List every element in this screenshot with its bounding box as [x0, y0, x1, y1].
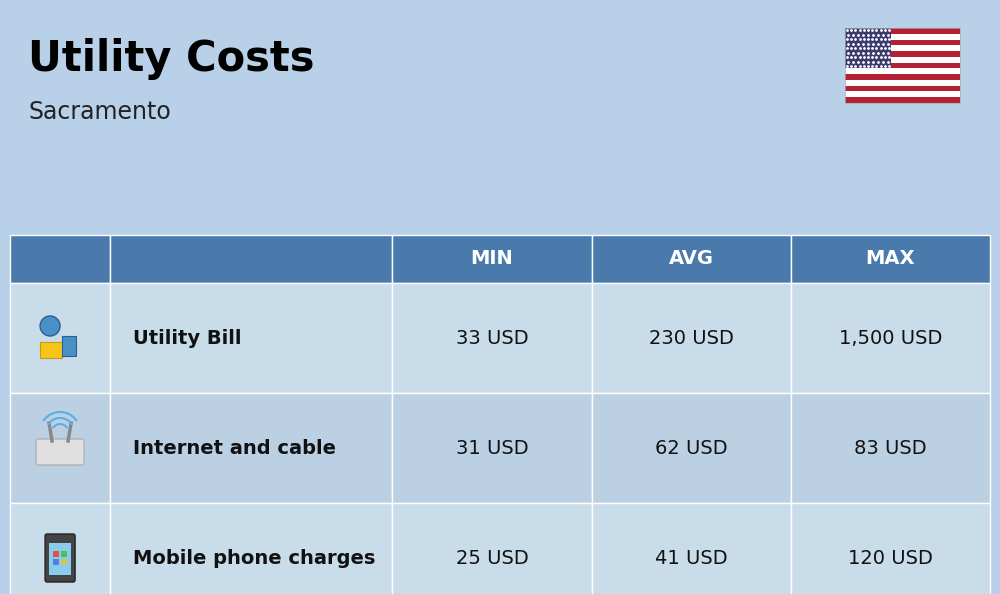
Bar [49, 543, 71, 575]
Bar [845, 68, 960, 74]
Bar [110, 283, 392, 393]
Bar [791, 235, 990, 283]
Text: Utility Bill: Utility Bill [133, 328, 241, 347]
Circle shape [40, 316, 60, 336]
Text: Mobile phone charges: Mobile phone charges [133, 548, 375, 567]
Text: MIN: MIN [471, 249, 513, 268]
Text: Internet and cable: Internet and cable [133, 438, 336, 457]
Bar [845, 34, 960, 40]
Bar [845, 74, 960, 80]
Bar [110, 235, 392, 283]
Bar [845, 97, 960, 103]
Bar [10, 283, 110, 393]
Text: 25 USD: 25 USD [456, 548, 528, 567]
Bar [392, 235, 592, 283]
Bar [791, 393, 990, 503]
Text: 31 USD: 31 USD [456, 438, 528, 457]
Bar [791, 283, 990, 393]
Bar [845, 51, 960, 57]
Bar [845, 28, 960, 34]
Text: 62 USD: 62 USD [655, 438, 727, 457]
Bar [61, 559, 67, 565]
Bar [10, 503, 110, 594]
FancyBboxPatch shape [45, 534, 75, 582]
Bar [791, 503, 990, 594]
Bar [845, 45, 960, 51]
Bar [110, 503, 392, 594]
Bar [592, 283, 791, 393]
Bar [845, 40, 960, 45]
Bar [592, 393, 791, 503]
Bar [845, 91, 960, 97]
Bar [845, 57, 960, 62]
Text: Utility Costs: Utility Costs [28, 38, 314, 80]
Bar [592, 235, 791, 283]
Bar [845, 28, 960, 103]
Bar [845, 80, 960, 86]
Bar [392, 283, 592, 393]
Bar [592, 503, 791, 594]
Bar [61, 551, 67, 557]
Bar [110, 393, 392, 503]
Bar [392, 393, 592, 503]
Bar [10, 235, 110, 283]
Text: 1,500 USD: 1,500 USD [839, 328, 942, 347]
Text: Sacramento: Sacramento [28, 100, 171, 124]
Bar [40, 342, 62, 358]
Bar [392, 503, 592, 594]
Bar [845, 28, 891, 68]
Bar [62, 336, 76, 356]
Bar [10, 393, 110, 503]
Text: 33 USD: 33 USD [456, 328, 528, 347]
Bar [845, 86, 960, 91]
Text: MAX: MAX [866, 249, 915, 268]
Text: AVG: AVG [669, 249, 714, 268]
Text: 230 USD: 230 USD [649, 328, 734, 347]
FancyBboxPatch shape [36, 439, 84, 465]
Text: 120 USD: 120 USD [848, 548, 933, 567]
Bar [845, 62, 960, 68]
Text: 41 USD: 41 USD [655, 548, 727, 567]
Text: 83 USD: 83 USD [854, 438, 927, 457]
Bar [53, 551, 59, 557]
Bar [53, 559, 59, 565]
